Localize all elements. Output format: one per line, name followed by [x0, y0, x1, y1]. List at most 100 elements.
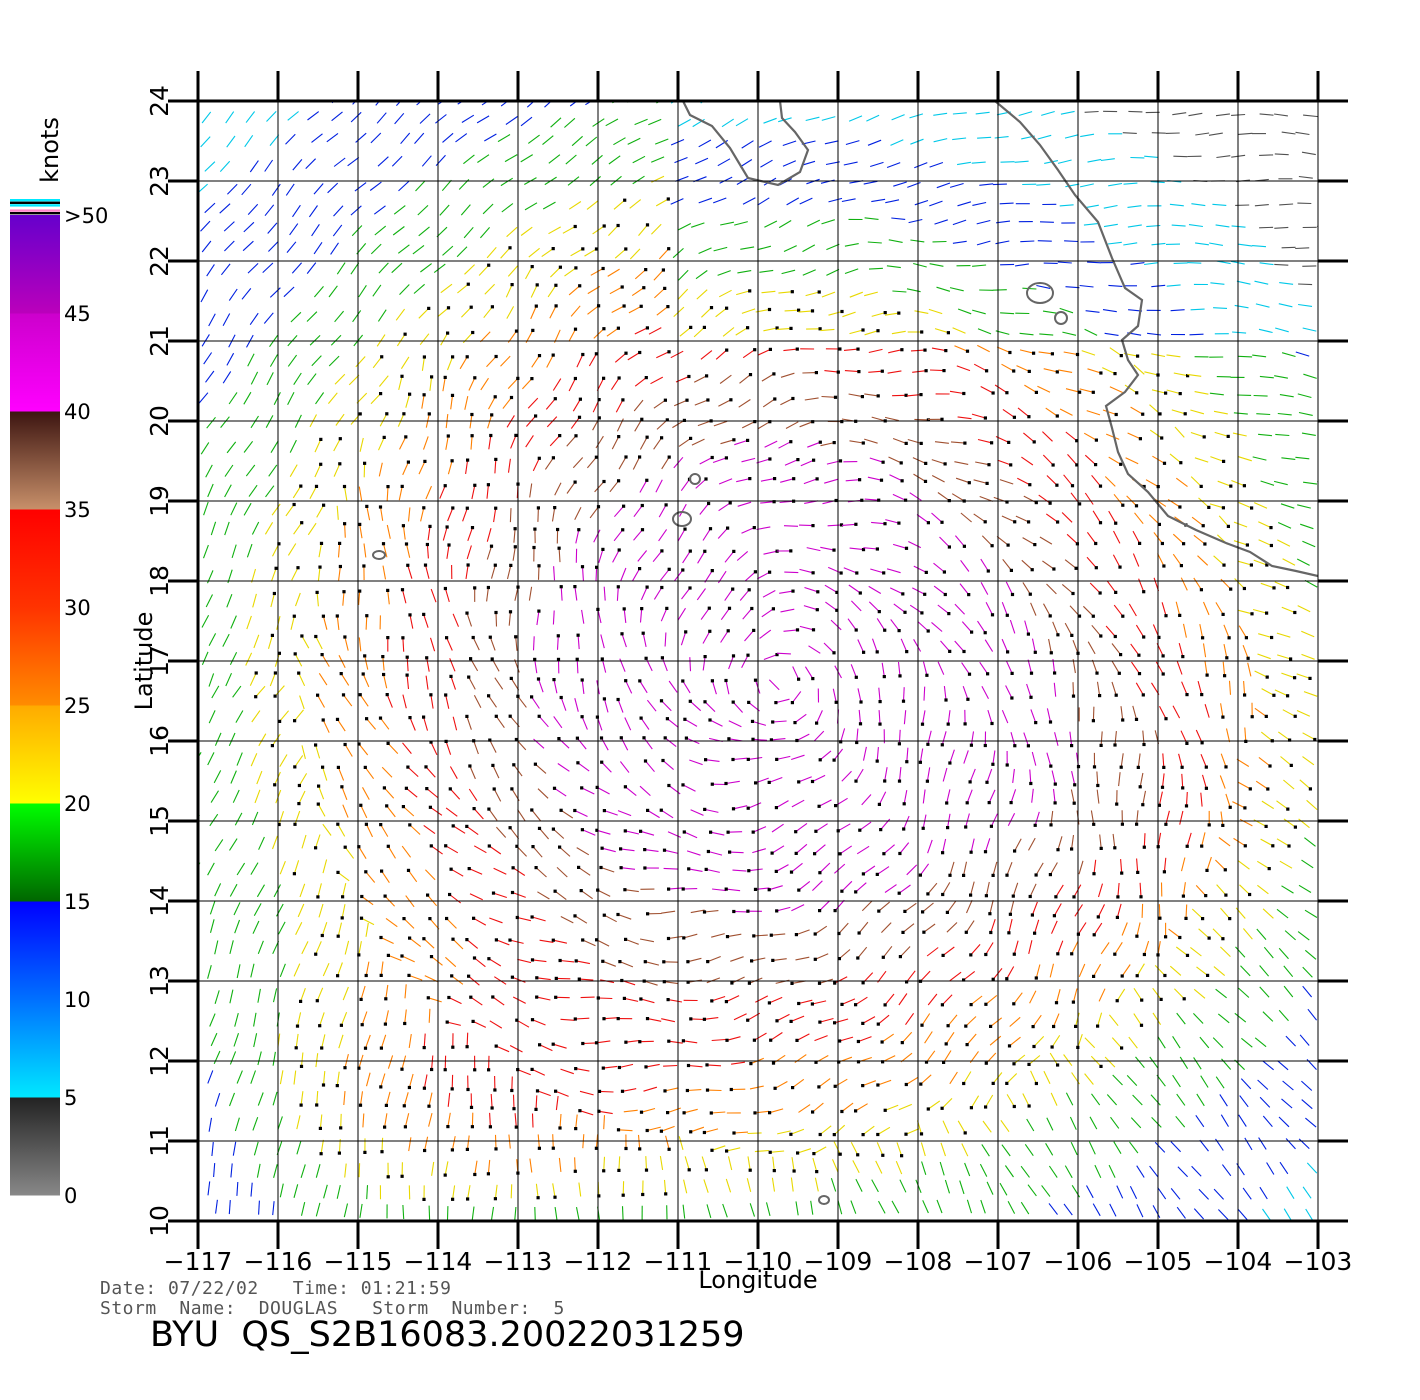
- rain-flag-marker: [1007, 440, 1011, 444]
- wind-vector: [698, 139, 712, 148]
- rain-flag-marker: [969, 893, 973, 897]
- wind-vector: [761, 608, 774, 618]
- rain-flag-marker: [425, 542, 429, 547]
- wind-vector: [473, 808, 484, 820]
- rain-flag-marker: [969, 850, 973, 854]
- rain-flag-marker: [314, 846, 318, 850]
- wind-vector: [517, 916, 532, 922]
- wind-vector: [1012, 768, 1015, 783]
- wind-vector: [1254, 707, 1267, 717]
- wind-vector: [344, 636, 349, 651]
- wind-vector: [442, 526, 448, 541]
- wind-vector: [1235, 907, 1246, 919]
- wind-vector: [226, 594, 233, 608]
- rain-flag-marker: [491, 891, 496, 895]
- wind-vector: [384, 1113, 388, 1128]
- wind-vector: [1108, 182, 1123, 187]
- wind-vector: [1097, 883, 1104, 898]
- wind-vector: [1091, 624, 1102, 637]
- wind-vector: [981, 1144, 990, 1157]
- rain-flag-marker: [666, 305, 670, 309]
- rain-flag-marker: [273, 671, 277, 675]
- wind-vector: [1209, 503, 1224, 509]
- rain-flag-marker: [854, 675, 858, 679]
- wind-vector: [772, 958, 787, 961]
- wind-vector: [269, 134, 280, 146]
- wind-vector: [721, 118, 734, 128]
- wind-vector: [377, 437, 385, 451]
- wind-vector: [823, 642, 835, 654]
- wind-vector: [1007, 1200, 1016, 1214]
- wind-vector: [878, 901, 890, 912]
- rain-flag-marker: [316, 802, 320, 806]
- wind-vector: [581, 787, 595, 795]
- wind-vector: [945, 1031, 955, 1045]
- rain-flag-marker: [1221, 715, 1225, 719]
- rain-flag-marker: [793, 721, 797, 725]
- wind-vector: [864, 393, 879, 397]
- wind-vector: [574, 506, 582, 520]
- wind-vector: [1177, 1166, 1188, 1178]
- wind-vector: [537, 678, 544, 693]
- wind-vector: [929, 90, 943, 92]
- wind-vector: [539, 1044, 553, 1052]
- wind-vector: [1297, 504, 1311, 509]
- rain-flag-marker: [339, 672, 343, 676]
- wind-vector: [527, 397, 539, 409]
- wind-vector: [472, 1020, 487, 1028]
- rain-flag-marker: [837, 1060, 841, 1064]
- wind-vector: [705, 759, 720, 762]
- wind-vector: [1086, 531, 1097, 544]
- rain-flag-marker: [1286, 694, 1290, 698]
- wind-vector: [187, 839, 194, 851]
- wind-vector: [864, 291, 878, 297]
- wind-vector: [1136, 858, 1139, 873]
- rain-flag-marker: [335, 1084, 339, 1088]
- wind-vector: [756, 526, 771, 531]
- wind-vector: [996, 346, 1011, 354]
- wind-vector: [204, 202, 216, 214]
- wind-vector: [520, 116, 533, 127]
- wind-vector-field: [187, 90, 1318, 1221]
- wind-vector: [226, 441, 237, 454]
- wind-vector: [202, 544, 209, 559]
- rain-flag-marker: [644, 1065, 648, 1069]
- rain-flag-marker: [515, 844, 519, 848]
- rain-flag-marker: [620, 1089, 625, 1093]
- wind-vector: [1064, 240, 1079, 243]
- wind-vector: [273, 884, 281, 898]
- wind-vector: [919, 863, 930, 876]
- wind-vector: [1053, 903, 1062, 916]
- wind-vector: [445, 845, 459, 854]
- wind-vector: [539, 939, 554, 943]
- wind-vector: [828, 310, 843, 316]
- wind-vector: [1277, 412, 1292, 416]
- wind-vector: [1050, 810, 1054, 825]
- rain-flag-marker: [363, 654, 367, 658]
- rain-flag-marker: [837, 957, 841, 961]
- wind-vector: [600, 866, 615, 873]
- wind-vector: [825, 161, 840, 166]
- wind-vector: [315, 834, 321, 848]
- wind-vector: [619, 961, 634, 968]
- wind-vector: [376, 334, 386, 347]
- wind-vector: [691, 438, 705, 446]
- rain-flag-marker: [728, 501, 732, 505]
- rain-flag-marker: [686, 980, 690, 984]
- wind-vector: [1065, 286, 1080, 289]
- rain-flag-marker: [619, 866, 623, 870]
- rain-flag-marker: [1009, 801, 1013, 805]
- rain-flag-marker: [666, 936, 671, 941]
- wind-vector: [552, 378, 562, 391]
- wind-vector: [850, 1142, 859, 1156]
- rain-flag-marker: [1092, 765, 1097, 769]
- rain-flag-marker: [688, 699, 692, 703]
- wind-vector: [645, 1063, 660, 1068]
- wind-vector: [407, 565, 413, 579]
- rain-flag-marker: [897, 742, 901, 746]
- wind-vector: [406, 657, 409, 672]
- rain-flag-marker: [1033, 650, 1037, 654]
- wind-vector: [1130, 406, 1143, 415]
- rain-flag-marker: [488, 1125, 492, 1129]
- rain-flag-marker: [315, 1103, 319, 1107]
